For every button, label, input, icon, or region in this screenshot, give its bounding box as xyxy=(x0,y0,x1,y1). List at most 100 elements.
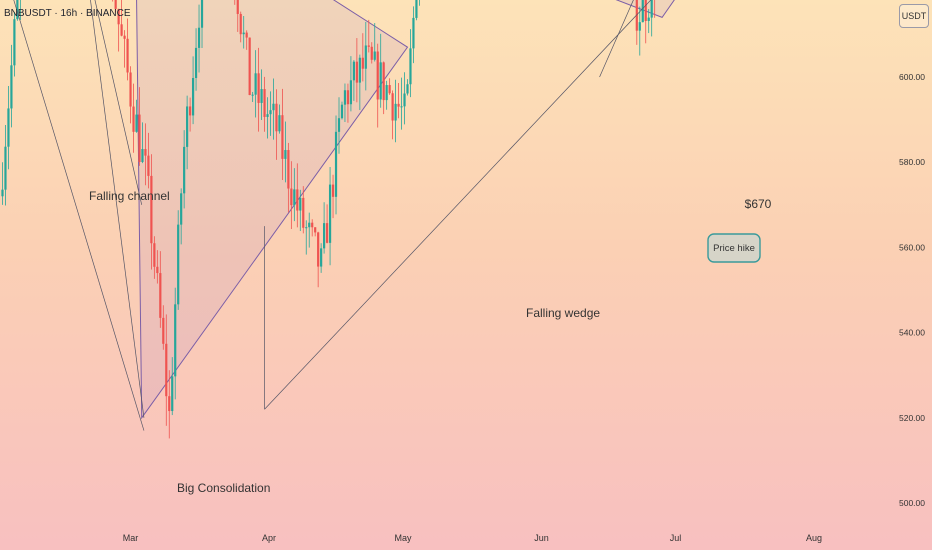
candle xyxy=(376,51,379,100)
candle xyxy=(328,184,332,243)
candle xyxy=(361,57,364,69)
candle xyxy=(299,197,302,211)
candle xyxy=(180,193,183,225)
candle xyxy=(10,65,13,109)
x-tick-label: Mar xyxy=(123,533,139,543)
candle xyxy=(641,0,644,23)
label-falling-channel: Falling channel xyxy=(89,189,170,203)
candle xyxy=(275,103,278,132)
candle xyxy=(4,146,7,190)
candle xyxy=(388,85,391,94)
x-tick-label: Aug xyxy=(806,533,822,543)
candle xyxy=(406,84,409,94)
y-tick-label: 520.00 xyxy=(899,413,925,423)
candle xyxy=(144,149,147,156)
candle xyxy=(311,222,314,228)
candle xyxy=(141,149,144,163)
rising-trendline-bottom xyxy=(264,0,652,410)
candle xyxy=(647,17,650,21)
y-tick-label: 600.00 xyxy=(899,72,925,82)
candle xyxy=(1,189,4,197)
candle xyxy=(391,93,394,121)
x-tick-label: May xyxy=(395,533,413,543)
candle xyxy=(650,0,653,18)
candle xyxy=(120,24,123,36)
candle xyxy=(278,115,281,132)
candle xyxy=(257,73,260,103)
candle xyxy=(236,0,239,14)
candle xyxy=(314,227,317,233)
candle xyxy=(403,93,406,107)
candle xyxy=(370,46,373,60)
candle xyxy=(147,155,150,176)
rising-trendline-mid xyxy=(599,0,634,78)
candle xyxy=(266,114,269,117)
candle xyxy=(162,317,165,344)
candle xyxy=(272,103,275,111)
price-hike-callout xyxy=(707,233,761,263)
trend-lines xyxy=(13,0,652,431)
chart-title: BNBUSDT · 16h · BINANCE xyxy=(4,8,131,19)
label-falling-wedge: Falling wedge xyxy=(526,306,600,320)
candle xyxy=(189,106,192,116)
candle xyxy=(638,22,641,31)
candle xyxy=(126,38,129,73)
candle xyxy=(323,223,326,249)
candle xyxy=(382,62,385,101)
candle xyxy=(7,108,10,147)
candle xyxy=(358,57,361,83)
y-tick-label: 580.00 xyxy=(899,157,925,167)
candle xyxy=(132,106,135,132)
currency-button[interactable]: USDT xyxy=(899,4,929,28)
candle xyxy=(287,150,290,189)
annotation-marks xyxy=(707,233,761,263)
candle xyxy=(150,175,153,244)
candle xyxy=(200,0,204,28)
candle xyxy=(343,90,347,105)
candle xyxy=(334,131,338,197)
y-tick-label: 540.00 xyxy=(899,328,925,338)
channel-drop xyxy=(94,0,143,205)
candle xyxy=(325,223,329,243)
candle xyxy=(281,115,284,159)
candle xyxy=(320,248,323,267)
candle xyxy=(340,104,344,119)
candle xyxy=(260,89,263,103)
candle xyxy=(349,80,353,105)
candle xyxy=(367,45,370,47)
candle xyxy=(296,189,299,211)
candle xyxy=(293,189,296,206)
candle xyxy=(129,72,132,107)
candle xyxy=(171,376,174,412)
candle xyxy=(373,51,376,60)
candle xyxy=(263,89,266,117)
candle xyxy=(239,13,242,35)
candle xyxy=(117,8,120,25)
x-tick-label: Jul xyxy=(670,533,682,543)
candle xyxy=(385,85,388,101)
candle xyxy=(412,17,415,49)
candle xyxy=(337,118,341,132)
candle xyxy=(331,184,335,197)
candle xyxy=(174,304,177,377)
candle xyxy=(242,32,245,35)
candle xyxy=(254,73,257,95)
label-big-consolidation: Big Consolidation xyxy=(177,481,270,495)
candle xyxy=(156,266,159,274)
candle xyxy=(138,114,141,163)
consolidation-triangle xyxy=(136,0,409,420)
candle xyxy=(355,61,358,83)
candle xyxy=(379,62,382,100)
x-tick-label: Jun xyxy=(534,533,549,543)
candle xyxy=(364,45,367,69)
falling-channel-lower xyxy=(13,0,145,431)
candle xyxy=(165,343,168,397)
candle xyxy=(400,106,403,108)
candle xyxy=(397,103,400,107)
candle xyxy=(135,114,138,132)
candle xyxy=(352,61,355,81)
candle xyxy=(251,94,254,96)
